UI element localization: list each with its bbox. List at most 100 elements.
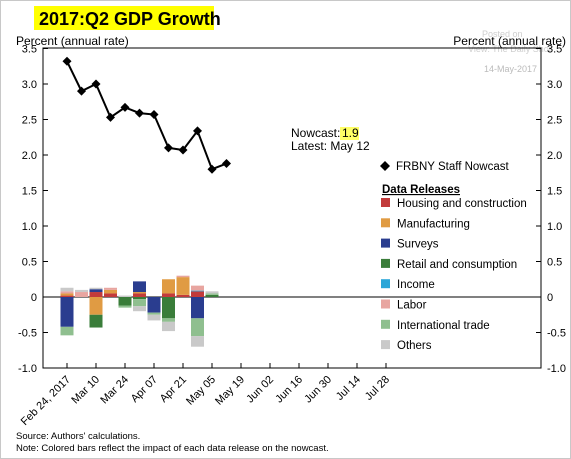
y-tick-label-right: 0 <box>547 292 553 304</box>
bar-segment <box>75 292 88 297</box>
nowcast-point <box>193 126 202 136</box>
x-tick-label: Mar 10 <box>69 374 102 407</box>
legend-swatch <box>381 299 390 309</box>
bar-segment <box>191 291 204 297</box>
y-tick-label-right: 0.5 <box>547 257 562 269</box>
bar-segment <box>162 297 175 319</box>
legend-label: International trade <box>397 320 490 332</box>
legend: FRBNY Staff Nowcast Data Releases Housin… <box>380 161 527 352</box>
bar-segment <box>133 297 146 300</box>
y-tick-label-left: 2.5 <box>22 115 37 127</box>
y-tick-label-left: 3.5 <box>22 44 37 56</box>
nowcast-point <box>91 79 101 89</box>
legend-label: Manufacturing <box>397 218 470 230</box>
legend-label: Retail and consumption <box>397 259 517 271</box>
nowcast-point <box>149 110 159 120</box>
bar-segment <box>133 306 146 312</box>
y-tick-label-right: 3.0 <box>547 79 562 91</box>
y-axis-label-right: Percent (annual rate) <box>453 34 566 48</box>
y-tick-label-left: 1.5 <box>22 186 37 198</box>
footnote-source: Source: Authors' calculations. <box>16 431 140 442</box>
nowcast-annotation-label: Nowcast: <box>291 126 340 140</box>
watermark-line1: Posted on <box>482 29 523 39</box>
bar-segment <box>89 292 103 297</box>
nowcast-value-highlight <box>340 127 359 140</box>
bar-segment <box>205 291 219 294</box>
bar-segment <box>191 297 204 319</box>
nowcast-line-group <box>62 56 231 174</box>
nowcast-point <box>178 145 188 155</box>
x-tick-label: Jul 14 <box>334 374 363 403</box>
bar-segment <box>147 314 161 321</box>
legend-swatch <box>381 238 390 248</box>
bar-segment <box>75 289 88 293</box>
bar-segment <box>118 305 132 308</box>
nowcast-point <box>120 102 130 112</box>
bar-segment <box>104 287 117 290</box>
bar-segment <box>133 292 146 294</box>
legend-swatch <box>381 340 390 350</box>
x-tick-label: Jul 28 <box>363 374 392 403</box>
y-tick-label-right: 1.0 <box>547 221 562 233</box>
bar-segment <box>60 287 74 292</box>
bar-segment <box>147 297 161 313</box>
legend-nowcast-label: FRBNY Staff Nowcast <box>396 161 510 173</box>
watermark-date: 14-May-2017 <box>484 64 537 74</box>
plot-area <box>42 47 542 369</box>
y-tick-label-right: 2.5 <box>547 115 562 127</box>
bar-segment <box>89 297 103 315</box>
legend-nowcast-marker <box>380 161 390 171</box>
y-axis-label-left: Percent (annual rate) <box>16 34 129 48</box>
y-tick-label-left: 0 <box>31 292 37 304</box>
legend-swatch <box>381 198 390 207</box>
bar-segment <box>133 293 146 297</box>
nowcast-point <box>77 86 86 96</box>
y-tick-label-left: -0.5 <box>18 328 37 340</box>
watermark-line2: View: The Daily Shot <box>468 44 552 54</box>
y-ticks: 3.5 3.5 3.0 3.0 2.5 2.5 2.0 2.0 1.5 1.5 1.0 1.0 0.5 0… <box>18 44 566 376</box>
legend-label: Labor <box>397 300 427 312</box>
bar-segment <box>89 289 103 293</box>
legend-label: Income <box>397 279 435 291</box>
bars-group <box>60 275 219 347</box>
nowcast-point <box>135 108 144 118</box>
y-tick-label-left: -1.0 <box>18 363 37 375</box>
bar-segment <box>205 293 219 295</box>
bar-segment <box>176 294 190 297</box>
nowcast-point <box>207 164 217 174</box>
x-tick-label: Feb 24, 2017 <box>19 374 73 428</box>
bar-segment <box>133 299 146 307</box>
legend-swatch <box>381 218 390 228</box>
x-tick-label: Apr 07 <box>129 374 160 405</box>
bar-segment <box>176 277 190 295</box>
x-tick-label: Jun 16 <box>273 374 305 406</box>
bar-segment <box>205 294 219 297</box>
x-tick-label: May 05 <box>184 374 218 408</box>
y-tick-label-right: 1.5 <box>547 186 562 198</box>
x-tick-label: Mar 24 <box>98 374 131 407</box>
nowcast-line <box>66 60 227 171</box>
legend-swatch <box>381 319 390 329</box>
y-tick-label-left: 3.0 <box>22 79 37 91</box>
x-tick-label: Jun 30 <box>302 374 334 406</box>
bar-segment <box>162 293 175 297</box>
bar-segment <box>162 321 175 332</box>
y-tick-label-right: -0.5 <box>547 328 566 340</box>
y-tick-label-right: 3.5 <box>547 44 562 56</box>
nowcast-point <box>222 159 231 169</box>
y-tick-label-left: 1.0 <box>22 221 37 233</box>
bar-segment <box>60 295 74 297</box>
legend-heading: Data Releases <box>382 184 460 196</box>
bar-segment <box>104 293 117 297</box>
bar-segment <box>89 314 103 328</box>
bar-segment <box>176 275 190 278</box>
bar-segment <box>191 285 204 291</box>
nowcast-point <box>164 143 173 153</box>
bar-segment <box>60 293 74 296</box>
chart-title: 2017:Q2 GDP Growth <box>39 9 221 29</box>
bar-segment <box>118 295 132 297</box>
nowcast-annotation-value: 1.9 <box>342 126 359 140</box>
nowcast-point <box>106 112 115 122</box>
bar-segment <box>191 318 204 337</box>
